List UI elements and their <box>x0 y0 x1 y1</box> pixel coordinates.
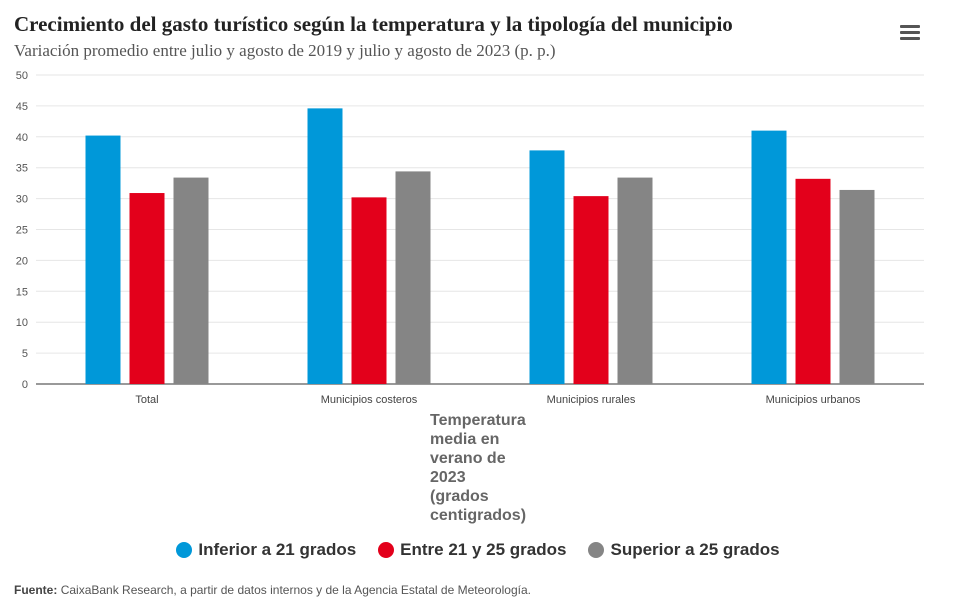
legend-swatch <box>176 542 193 558</box>
y-tick-label: 5 <box>22 348 28 360</box>
y-tick-label: 45 <box>16 101 28 113</box>
chart-legend: Inferior a 21 grados Entre 21 y 25 grado… <box>0 540 956 560</box>
legend-label: Inferior a 21 grados <box>198 540 357 559</box>
bar <box>573 196 609 384</box>
legend-item-inferior[interactable]: Inferior a 21 grados <box>176 540 356 560</box>
x-tick-label: Municipios costeros <box>321 394 418 406</box>
legend-label: Entre 21 y 25 grados <box>400 540 567 559</box>
bar <box>529 150 565 384</box>
x-axis-title: Temperatura media en verano de 2023 (grados c… <box>430 412 526 524</box>
bar <box>795 178 831 384</box>
bar <box>85 135 121 384</box>
bar <box>395 171 431 384</box>
bar-chart: 0 5 10 15 20 25 30 35 40 45 50 Total Municipios cost… <box>16 70 924 524</box>
x-tick-label: Municipios rurales <box>547 394 636 406</box>
bar <box>173 177 209 384</box>
bar <box>617 177 653 384</box>
chart-subtitle: Variación promedio entre julio y agosto … <box>14 41 556 60</box>
legend-swatch <box>378 542 395 558</box>
bar <box>129 193 165 384</box>
source-note: Fuente: CaixaBank Research, a partir de … <box>14 583 531 597</box>
y-tick-label: 40 <box>16 132 28 144</box>
y-tick-label: 20 <box>16 255 28 267</box>
hamburger-menu-icon[interactable] <box>898 22 922 42</box>
bar <box>307 108 343 384</box>
bar <box>351 197 387 384</box>
y-tick-label: 15 <box>16 286 28 298</box>
chart-title: Crecimiento del gasto turístico según la… <box>14 12 733 36</box>
legend-item-superior[interactable]: Superior a 25 grados <box>588 540 780 560</box>
y-tick-label: 50 <box>16 70 28 82</box>
legend-item-entre[interactable]: Entre 21 y 25 grados <box>378 540 566 560</box>
y-tick-label: 35 <box>16 163 28 175</box>
y-tick-label: 30 <box>16 194 28 206</box>
bar <box>839 189 875 384</box>
legend-label: Superior a 25 grados <box>610 540 780 559</box>
source-text: CaixaBank Research, a partir de datos in… <box>60 583 531 597</box>
legend-swatch <box>588 542 605 558</box>
source-label: Fuente: <box>14 583 58 597</box>
y-tick-label: 10 <box>16 317 28 329</box>
y-tick-label: 25 <box>16 225 28 237</box>
y-tick-label: 0 <box>22 379 28 391</box>
x-tick-label: Total <box>135 394 158 406</box>
bar <box>751 130 787 384</box>
x-tick-label: Municipios urbanos <box>766 394 861 406</box>
